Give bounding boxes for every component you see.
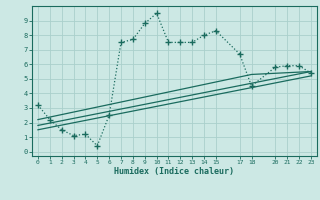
X-axis label: Humidex (Indice chaleur): Humidex (Indice chaleur) [115, 167, 234, 176]
